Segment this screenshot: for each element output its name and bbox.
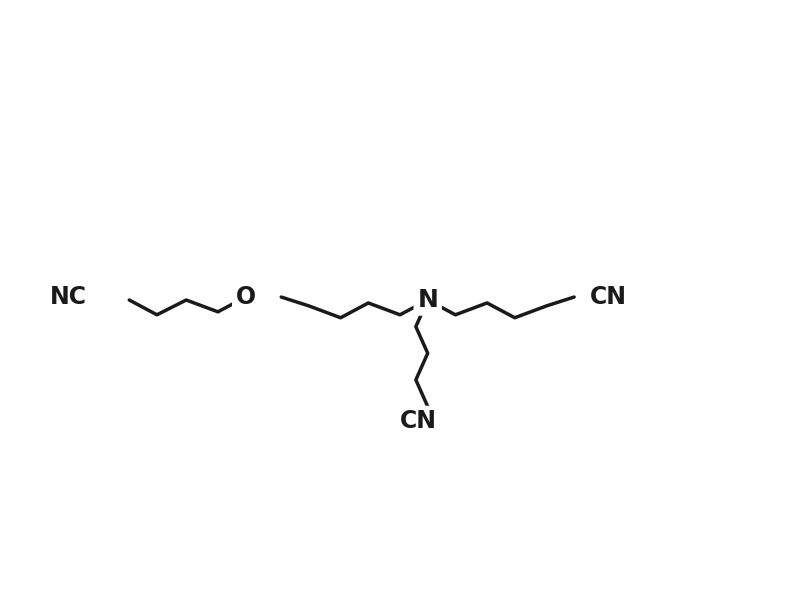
Text: O: O xyxy=(235,285,256,309)
Text: N: N xyxy=(418,288,438,312)
Text: NC: NC xyxy=(50,285,87,309)
Text: CN: CN xyxy=(400,409,437,433)
Text: CN: CN xyxy=(590,285,627,309)
